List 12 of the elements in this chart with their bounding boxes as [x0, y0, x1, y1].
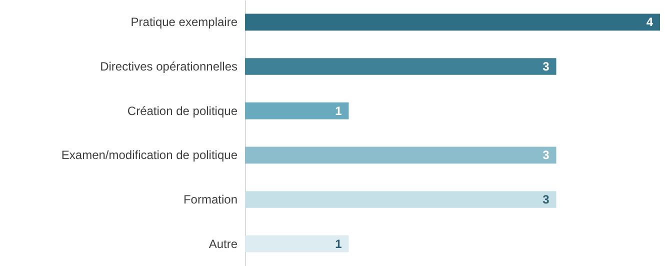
data-label: 3	[542, 192, 550, 206]
y-tick-label: Pratique exemplaire	[130, 15, 238, 30]
y-tick-label: Examen/modification de politique	[61, 148, 238, 162]
data-label: 1	[335, 236, 342, 251]
data-label: 1	[335, 104, 342, 118]
y-tick-label: Autre	[208, 236, 238, 251]
y-tick-label: Création de politique	[127, 104, 238, 118]
data-label: 4	[646, 15, 654, 30]
y-tick-label: Formation	[183, 192, 238, 206]
data-label: 3	[542, 60, 550, 74]
y-tick-label: Directives opérationnelles	[100, 60, 238, 74]
data-label: 3	[542, 148, 550, 162]
